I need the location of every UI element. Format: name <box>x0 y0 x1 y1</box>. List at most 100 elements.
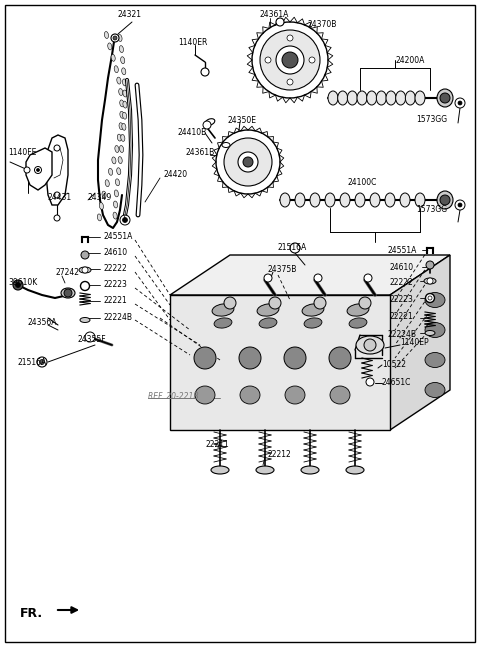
Circle shape <box>64 289 72 297</box>
Circle shape <box>252 22 328 98</box>
Ellipse shape <box>370 193 380 207</box>
Ellipse shape <box>301 466 319 474</box>
Polygon shape <box>26 148 52 190</box>
Circle shape <box>201 68 209 76</box>
Ellipse shape <box>325 193 335 207</box>
Ellipse shape <box>122 68 126 75</box>
Text: 24431: 24431 <box>48 193 72 202</box>
Polygon shape <box>170 295 390 430</box>
Ellipse shape <box>211 466 229 474</box>
Circle shape <box>81 251 89 259</box>
Ellipse shape <box>284 347 306 369</box>
Text: 24361B: 24361B <box>185 148 214 157</box>
Circle shape <box>81 281 89 291</box>
Ellipse shape <box>119 89 123 96</box>
Text: 24610: 24610 <box>390 263 414 272</box>
Ellipse shape <box>400 193 410 207</box>
Circle shape <box>364 274 372 282</box>
Circle shape <box>427 278 433 284</box>
Ellipse shape <box>385 193 395 207</box>
Ellipse shape <box>240 386 260 404</box>
Text: 24350E: 24350E <box>228 116 257 125</box>
Text: 1140FE: 1140FE <box>8 148 36 157</box>
Ellipse shape <box>425 292 445 307</box>
Ellipse shape <box>115 146 119 153</box>
Ellipse shape <box>119 123 123 129</box>
Ellipse shape <box>367 91 377 105</box>
Circle shape <box>276 18 284 26</box>
Text: REF. 20-221B: REF. 20-221B <box>148 392 199 401</box>
Polygon shape <box>170 255 450 295</box>
Text: 22222: 22222 <box>103 264 127 273</box>
Text: 24200A: 24200A <box>395 56 424 65</box>
Ellipse shape <box>415 193 425 207</box>
Ellipse shape <box>118 157 122 164</box>
Circle shape <box>276 46 304 74</box>
Circle shape <box>120 215 130 225</box>
Circle shape <box>36 168 39 171</box>
Circle shape <box>309 57 315 63</box>
Text: 24610: 24610 <box>103 248 127 257</box>
Circle shape <box>458 203 462 207</box>
Circle shape <box>426 261 434 269</box>
Ellipse shape <box>117 168 121 175</box>
Ellipse shape <box>108 43 112 50</box>
Ellipse shape <box>104 32 108 38</box>
Circle shape <box>122 217 128 223</box>
Ellipse shape <box>205 118 215 126</box>
Text: 22212: 22212 <box>268 450 292 459</box>
Ellipse shape <box>214 318 232 328</box>
Circle shape <box>224 138 272 186</box>
Text: 1140ER: 1140ER <box>178 38 207 47</box>
Ellipse shape <box>79 267 91 273</box>
Circle shape <box>243 157 253 167</box>
Circle shape <box>290 243 300 253</box>
Text: 22222: 22222 <box>390 278 414 287</box>
Ellipse shape <box>117 134 121 141</box>
Ellipse shape <box>356 336 384 354</box>
Circle shape <box>238 152 258 172</box>
Text: 22221: 22221 <box>390 312 414 321</box>
Text: 24100C: 24100C <box>348 178 377 187</box>
Circle shape <box>54 215 60 221</box>
Ellipse shape <box>239 347 261 369</box>
Circle shape <box>113 36 117 40</box>
Circle shape <box>15 283 21 287</box>
Ellipse shape <box>285 386 305 404</box>
Text: 24370B: 24370B <box>308 20 337 29</box>
Text: 10522: 10522 <box>382 360 406 369</box>
Circle shape <box>314 274 322 282</box>
Ellipse shape <box>425 382 445 397</box>
Circle shape <box>203 121 211 129</box>
Circle shape <box>54 192 60 198</box>
Text: 24356A: 24356A <box>28 318 58 327</box>
Polygon shape <box>390 255 450 430</box>
Text: 27242: 27242 <box>55 268 79 277</box>
Ellipse shape <box>348 91 357 105</box>
Ellipse shape <box>121 135 125 141</box>
Circle shape <box>428 296 432 300</box>
Ellipse shape <box>123 90 127 97</box>
Text: 22223: 22223 <box>390 295 414 304</box>
Polygon shape <box>46 135 68 205</box>
Text: FR.: FR. <box>20 607 43 620</box>
Ellipse shape <box>212 304 234 316</box>
Circle shape <box>260 30 320 90</box>
Ellipse shape <box>280 193 290 207</box>
Ellipse shape <box>355 193 365 207</box>
Ellipse shape <box>112 157 116 164</box>
Text: 21516A: 21516A <box>278 243 307 252</box>
Ellipse shape <box>120 57 125 63</box>
Ellipse shape <box>99 203 104 210</box>
Circle shape <box>364 339 376 351</box>
Ellipse shape <box>102 191 106 198</box>
Ellipse shape <box>194 347 216 369</box>
Circle shape <box>440 93 450 103</box>
Ellipse shape <box>396 91 406 105</box>
Text: 24410B: 24410B <box>178 128 207 137</box>
Ellipse shape <box>120 46 123 52</box>
Ellipse shape <box>386 91 396 105</box>
Circle shape <box>13 280 23 290</box>
Circle shape <box>425 294 434 303</box>
Ellipse shape <box>310 193 320 207</box>
